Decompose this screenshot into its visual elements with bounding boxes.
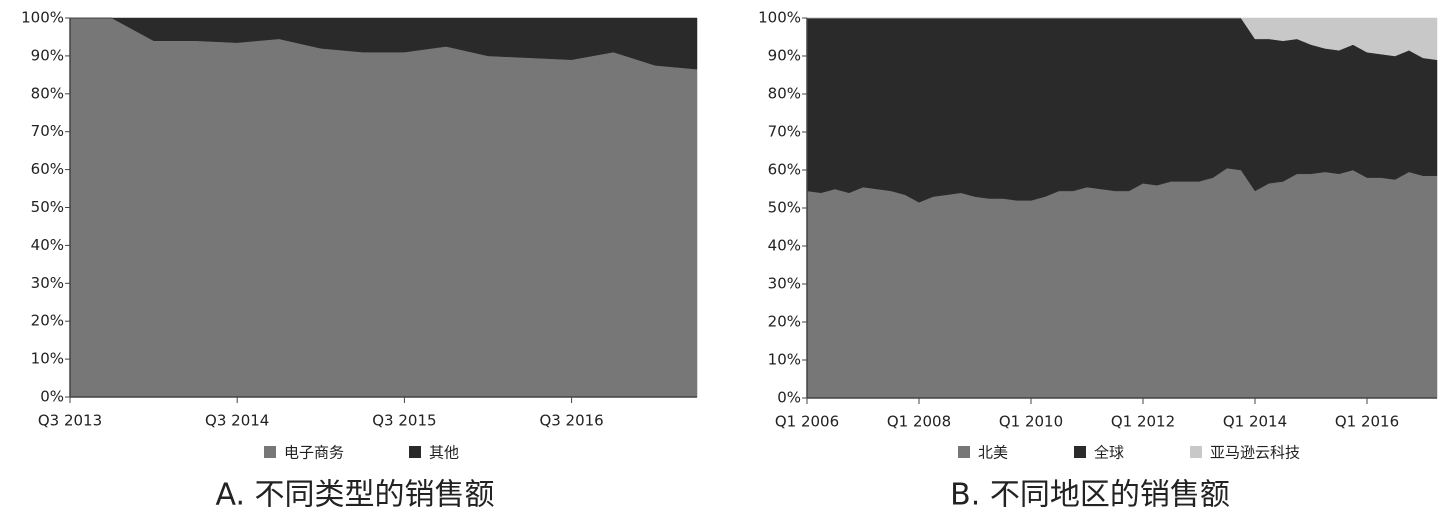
y-tick-label: 40% <box>31 236 64 254</box>
y-tick-label: 90% <box>31 46 64 64</box>
area <box>806 167 1438 399</box>
chart-caption: A. 不同类型的销售额 <box>215 478 494 513</box>
x-tick-label: Q1 2012 <box>1111 413 1175 431</box>
y-tick-label: 50% <box>31 198 64 216</box>
area <box>69 17 698 398</box>
y-tick-label: 80% <box>31 84 64 102</box>
legend-label: 北美 <box>978 444 1008 462</box>
legend-swatch <box>264 446 276 458</box>
y-tick-label: 60% <box>31 160 64 178</box>
legend-label: 其他 <box>429 444 459 462</box>
x-tick-label: Q3 2014 <box>205 412 269 430</box>
y-tick-label: 10% <box>31 350 64 368</box>
legend-label: 亚马逊云科技 <box>1210 444 1300 462</box>
y-tick-label: 100% <box>21 9 64 27</box>
y-tick-label: 60% <box>768 161 801 179</box>
y-tick-label: 70% <box>768 123 801 141</box>
x-tick-label: Q1 2008 <box>887 413 951 431</box>
x-tick-label: Q1 2014 <box>1223 413 1287 431</box>
legend-swatch <box>1190 446 1202 458</box>
y-tick-label: 70% <box>31 122 64 140</box>
x-tick-label: Q1 2006 <box>775 413 839 431</box>
y-tick-label: 40% <box>768 237 801 255</box>
y-tick-label: 0% <box>777 389 801 407</box>
legend-swatch <box>409 446 421 458</box>
legend-swatch <box>1074 446 1086 458</box>
y-tick-label: 20% <box>31 312 64 330</box>
x-tick-label: Q3 2016 <box>539 412 603 430</box>
area <box>70 17 698 70</box>
y-tick-label: 90% <box>768 47 801 65</box>
y-tick-label: 20% <box>768 313 801 331</box>
y-tick-label: 30% <box>31 274 64 292</box>
x-tick-label: Q3 2015 <box>372 412 436 430</box>
x-tick-label: Q1 2010 <box>999 413 1063 431</box>
area <box>807 17 1438 61</box>
y-tick-label: 100% <box>758 9 801 27</box>
legend-label: 全球 <box>1094 444 1124 462</box>
y-tick-label: 80% <box>768 85 801 103</box>
y-tick-label: 0% <box>40 388 64 406</box>
x-tick-label: Q3 2013 <box>38 412 102 430</box>
chart-caption: B. 不同地区的销售额 <box>950 478 1230 513</box>
y-tick-label: 10% <box>768 351 801 369</box>
y-tick-label: 50% <box>768 199 801 217</box>
x-tick-label: Q1 2016 <box>1335 413 1399 431</box>
legend-label: 电子商务 <box>284 444 344 462</box>
legend-swatch <box>958 446 970 458</box>
y-tick-label: 30% <box>768 275 801 293</box>
